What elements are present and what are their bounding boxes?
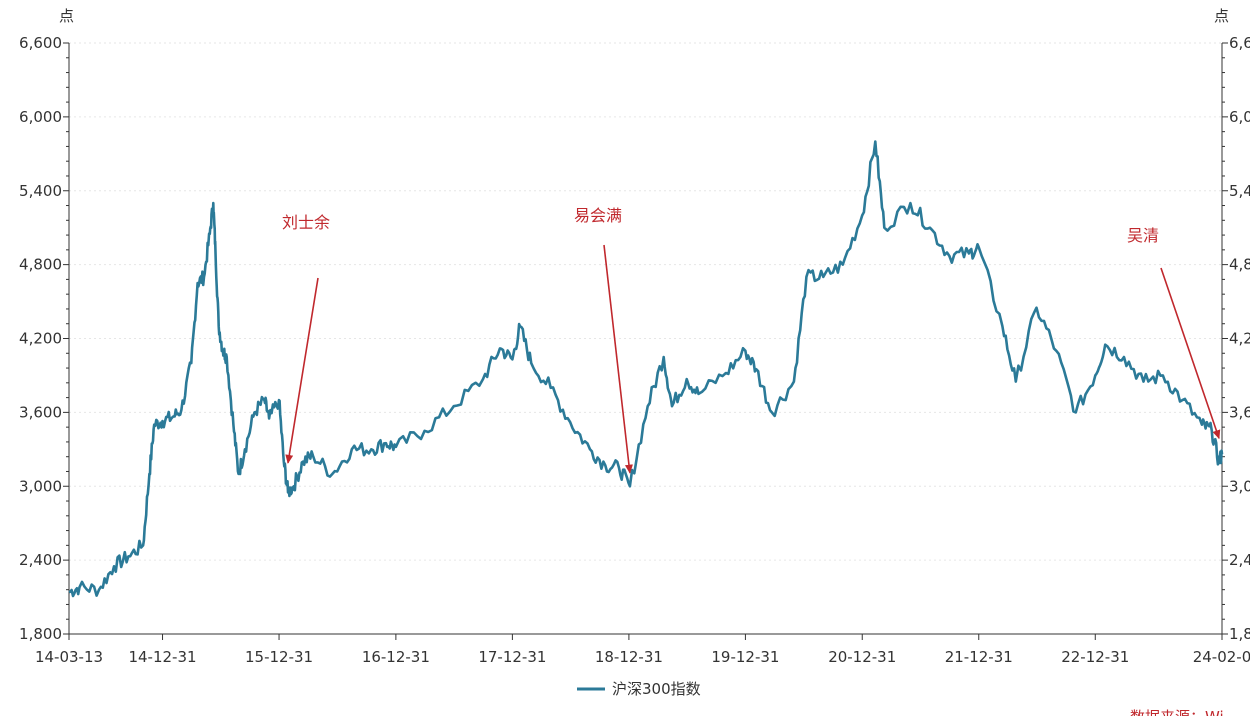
x-tick-label: 21-12-31 — [945, 648, 1013, 666]
y-tick-label-right: 2,4 — [1229, 551, 1250, 569]
y-tick-label-left: 2,400 — [19, 551, 62, 569]
y-tick-label-left: 6,600 — [19, 34, 62, 52]
y-tick-label-right: 4,2 — [1229, 330, 1250, 348]
annotation-arrow-0 — [285, 277, 319, 464]
series-layer — [68, 140, 1224, 598]
annotation-arrow-1 — [603, 244, 633, 474]
x-tick-label: 15-12-31 — [245, 648, 313, 666]
y-tick-label-right: 3,6 — [1229, 403, 1250, 421]
legend-label: 沪深300指数 — [612, 680, 701, 698]
x-tick-label: 19-12-31 — [711, 648, 779, 666]
y-tick-label-right: 6,6 — [1229, 34, 1250, 52]
y-axis-left-unit: 点 — [59, 7, 74, 25]
y-tick-label-left: 5,400 — [19, 182, 62, 200]
y-tick-label-right: 6,0 — [1229, 108, 1250, 126]
y-tick-label-left: 4,200 — [19, 330, 62, 348]
y-tick-label-left: 4,800 — [19, 256, 62, 274]
x-tick-label: 14-03-13 — [35, 648, 103, 666]
annotation-label-0: 刘士余 — [282, 213, 330, 232]
y-tick-label-right: 3,0 — [1229, 477, 1250, 495]
annotations: 刘士余 易会满 吴清 — [282, 206, 1221, 474]
gridlines — [69, 42, 1222, 561]
annotation-label-1: 易会满 — [574, 206, 622, 225]
tick-labels: 1,800 1,8 2,400 2,4 3,000 3,0 3,600 3,6 4,200 4,2… — [19, 34, 1250, 666]
y-tick-label-left: 3,000 — [19, 477, 62, 495]
x-tick-label: 17-12-31 — [478, 648, 546, 666]
x-tick-label: 24-02-0 — [1193, 648, 1250, 666]
y-tick-label-right: 1,8 — [1229, 625, 1250, 643]
y-tick-label-right: 4,8 — [1229, 256, 1250, 274]
y-axis-right-unit: 点 — [1214, 7, 1229, 25]
x-tick-label: 18-12-31 — [595, 648, 663, 666]
y-tick-label-left: 3,600 — [19, 403, 62, 421]
x-tick-label: 20-12-31 — [828, 648, 896, 666]
y-tick-label-left: 6,000 — [19, 108, 62, 126]
x-tick-label: 22-12-31 — [1061, 648, 1129, 666]
x-tick-label: 16-12-31 — [362, 648, 430, 666]
x-tick-label: 14-12-31 — [128, 648, 196, 666]
series-line-hs300 — [68, 140, 1224, 598]
annotation-label-2: 吴清 — [1127, 226, 1159, 245]
y-tick-label-left: 1,800 — [19, 625, 62, 643]
y-tick-label-right: 5,4 — [1229, 182, 1250, 200]
source-note: 数据来源：Wi — [1130, 708, 1224, 716]
legend: 沪深300指数 — [577, 680, 701, 698]
annotation-arrow-2 — [1160, 267, 1221, 440]
